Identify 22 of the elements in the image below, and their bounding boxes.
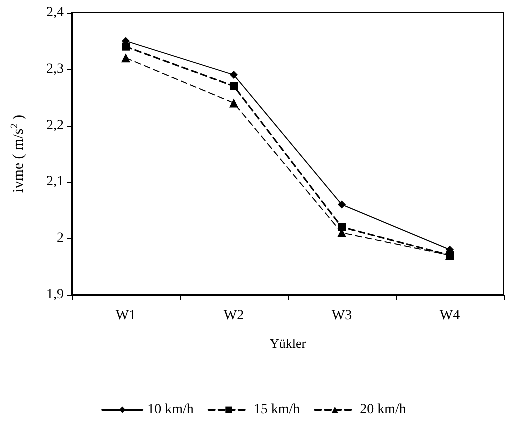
y-axis-title: ivme ( m/s2 ): [10, 115, 27, 193]
y-tick-label: 2,2: [46, 118, 64, 134]
point: [230, 71, 238, 80]
x-tick-label: W1: [116, 308, 136, 324]
point: [122, 54, 130, 63]
y-tick-label: 2,3: [46, 62, 64, 77]
legend-label: 20 km/h: [360, 402, 406, 418]
y-tick-label: 2: [57, 231, 64, 246]
x-tick-label: W2: [224, 308, 244, 324]
x-tick-label: W3: [332, 308, 352, 324]
y-tick-label: 1,9: [46, 288, 64, 302]
x-tick-label: W4: [440, 308, 460, 324]
point: [338, 223, 346, 232]
x-axis-title: Yükler: [270, 336, 307, 351]
point: [338, 200, 346, 209]
point: [122, 42, 130, 51]
y-tick-label: 2,4: [46, 6, 64, 20]
y-tick-label: 2,1: [46, 174, 64, 190]
legend-label: 15 km/h: [254, 402, 300, 418]
point: [230, 98, 238, 108]
legend-label: 10 km/h: [148, 402, 194, 418]
point: [230, 82, 238, 90]
